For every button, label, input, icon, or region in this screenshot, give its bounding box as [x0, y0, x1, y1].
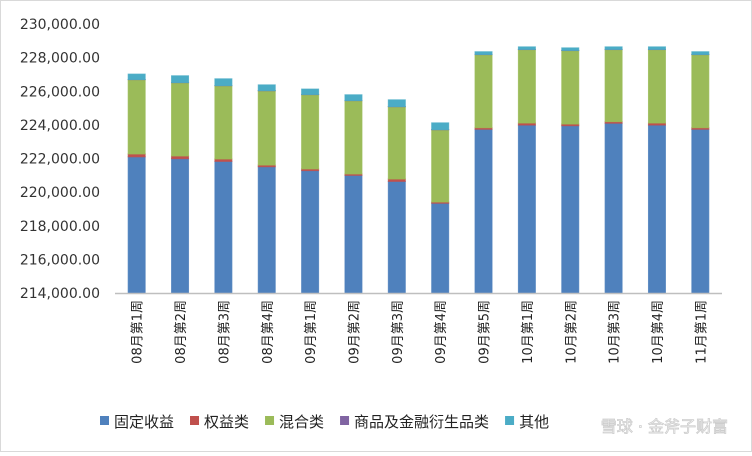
bar-segment-0 — [605, 123, 622, 293]
bar-segment-4 — [562, 48, 579, 51]
bar-segment-0 — [172, 159, 189, 293]
y-tick-label: 214,000.00 — [20, 286, 100, 302]
bar-segment-2 — [432, 130, 449, 202]
bar-segment-2 — [562, 51, 579, 124]
bar-segment-0 — [128, 157, 145, 293]
bar-segment-0 — [215, 161, 232, 293]
legend-label: 权益类 — [204, 413, 249, 431]
bar-segment-2 — [648, 50, 665, 123]
bar-segment-4 — [215, 79, 232, 86]
y-tick-label: 220,000.00 — [20, 185, 100, 201]
x-tick-label: 10月第1周 — [521, 300, 536, 364]
bar-segment-2 — [518, 50, 535, 123]
bar-segment-4 — [172, 76, 189, 83]
bar-segment-2 — [172, 83, 189, 156]
x-tick-label: 09月第5周 — [478, 300, 493, 364]
x-tick-label: 09月第3周 — [391, 300, 406, 364]
y-tick-label: 216,000.00 — [20, 252, 100, 268]
legend-swatch — [340, 416, 349, 425]
bar-segment-0 — [648, 125, 665, 293]
bar-segment-2 — [388, 107, 405, 179]
x-tick-label: 08月第3周 — [217, 300, 232, 364]
bar-segment-4 — [345, 95, 362, 101]
bar-segment-0 — [345, 175, 362, 293]
bar-segment-2 — [475, 55, 492, 128]
bar-segment-2 — [692, 55, 709, 128]
bar-segment-2 — [302, 95, 319, 169]
x-tick-label: 10月第4周 — [651, 300, 666, 364]
bar-segment-0 — [258, 167, 275, 293]
bar-segment-4 — [128, 74, 145, 79]
x-tick-label: 09月第1周 — [304, 300, 319, 364]
legend-label: 混合类 — [279, 413, 324, 431]
y-tick-label: 226,000.00 — [20, 84, 100, 100]
bar-segment-2 — [345, 101, 362, 174]
watermark: 雪球 · 金斧子财富 — [601, 417, 728, 436]
x-tick-label: 10月第3周 — [608, 300, 623, 364]
bar-segment-4 — [605, 47, 622, 50]
bar-segment-4 — [302, 89, 319, 94]
bar-segment-4 — [518, 47, 535, 50]
bar-segment-4 — [475, 52, 492, 55]
bar-segment-0 — [388, 181, 405, 293]
legend-label: 其他 — [519, 413, 549, 431]
y-tick-label: 222,000.00 — [20, 152, 100, 168]
legend-swatch — [505, 416, 514, 425]
bar-segment-4 — [692, 52, 709, 55]
x-tick-label: 10月第2周 — [564, 300, 579, 364]
bar-segment-0 — [432, 203, 449, 293]
x-tick-label: 11月第1周 — [694, 300, 709, 364]
legend-swatch — [100, 416, 109, 425]
x-tick-label: 08月第1周 — [131, 300, 146, 364]
x-tick-label: 09月第4周 — [434, 300, 449, 364]
bar-segment-2 — [128, 80, 145, 154]
bar-segment-0 — [302, 171, 319, 293]
x-tick-label: 08月第4周 — [261, 300, 276, 364]
bar-segment-0 — [562, 126, 579, 293]
x-tick-label: 09月第2周 — [347, 300, 362, 364]
y-tick-label: 218,000.00 — [20, 219, 100, 235]
bar-segment-4 — [388, 100, 405, 107]
bar-segment-4 — [648, 47, 665, 50]
y-tick-label: 230,000.00 — [20, 17, 100, 33]
bar-segment-0 — [475, 129, 492, 293]
x-tick-label: 08月第2周 — [174, 300, 189, 364]
bar-segment-4 — [432, 123, 449, 130]
y-tick-label: 228,000.00 — [20, 51, 100, 67]
legend-label: 固定收益 — [114, 413, 174, 431]
legend-swatch — [265, 416, 274, 425]
bar-segment-2 — [258, 91, 275, 165]
legend-label: 商品及金融衍生品类 — [354, 413, 489, 431]
y-axis: 214,000.00 216,000.00 218,000.00 220,000.00… — [20, 17, 100, 302]
y-tick-label: 224,000.00 — [20, 118, 100, 134]
bar-segment-2 — [605, 50, 622, 122]
legend-swatch — [190, 416, 199, 425]
bar-segment-4 — [258, 85, 275, 91]
bar-segment-0 — [518, 125, 535, 293]
bar-segment-2 — [215, 86, 232, 159]
bar-segment-0 — [692, 129, 709, 293]
